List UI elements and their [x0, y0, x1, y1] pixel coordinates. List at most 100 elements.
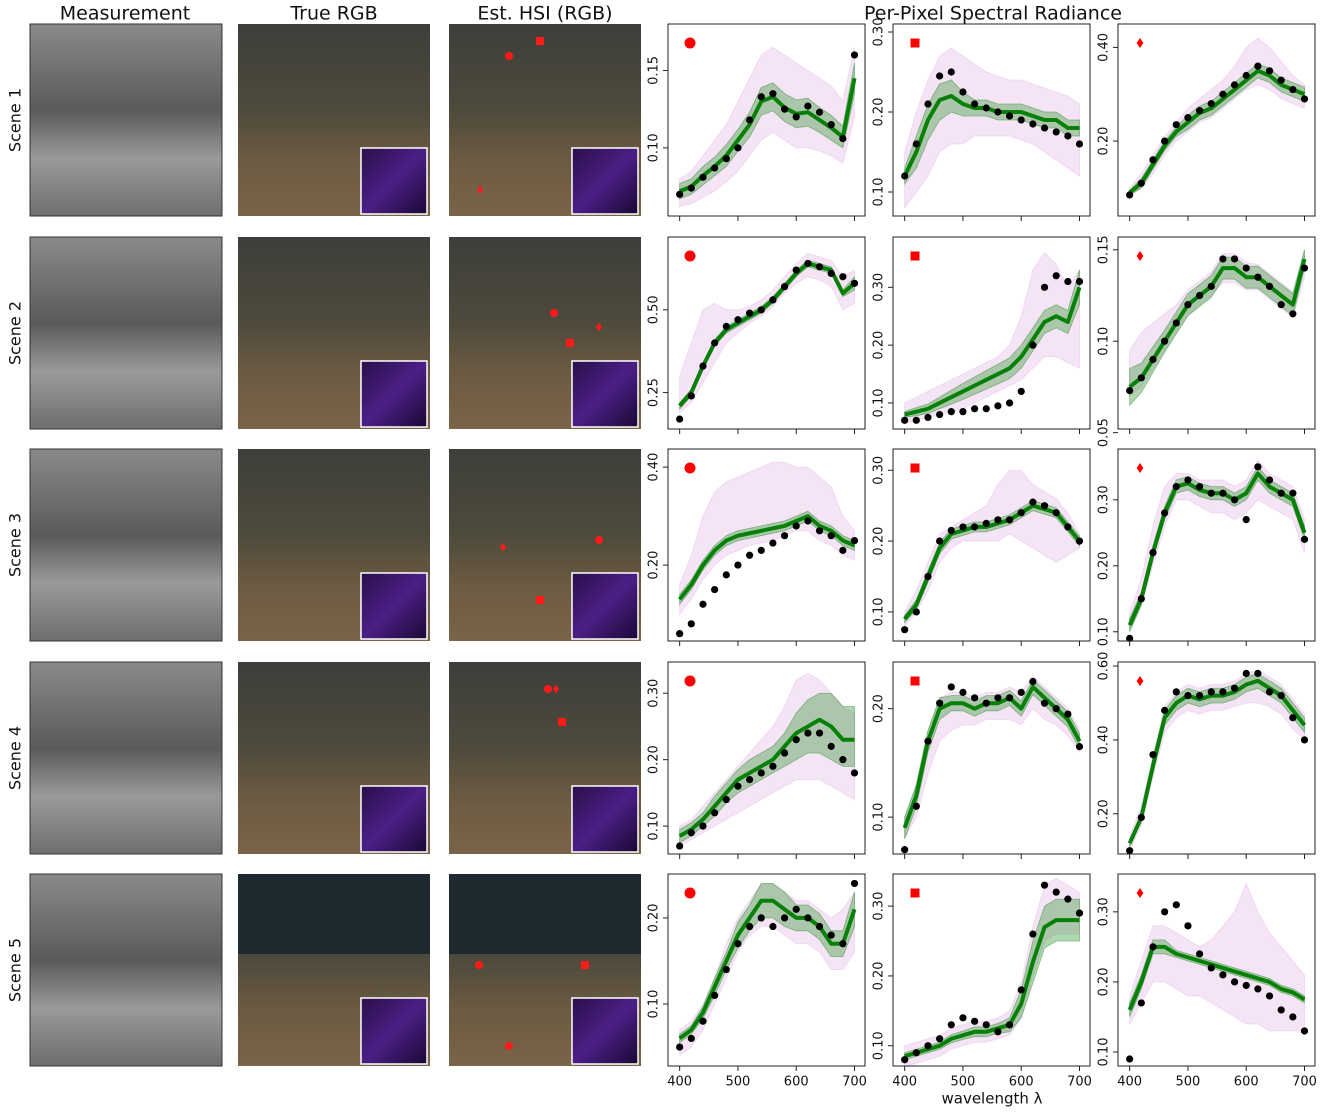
measured-point: [793, 906, 800, 913]
y-tick-label: 0.10: [647, 133, 662, 162]
measured-point: [769, 923, 776, 930]
measured-point: [1301, 95, 1308, 102]
pixel-marker-key: [911, 252, 920, 261]
error-inset: [361, 786, 427, 852]
measured-point: [1053, 889, 1060, 896]
plot-frame: [1118, 449, 1315, 641]
measured-point: [1243, 264, 1250, 271]
measured-point: [913, 803, 920, 810]
measured-point: [1126, 847, 1133, 854]
measured-point: [959, 88, 966, 95]
measured-point: [1173, 688, 1180, 695]
measured-point: [734, 783, 741, 790]
measured-point: [711, 164, 718, 171]
y-tick-label: 0.20: [872, 527, 887, 556]
measured-point: [1278, 692, 1285, 699]
x-tick-label: 600: [784, 1075, 809, 1090]
measured-point: [781, 283, 788, 290]
pixel-marker-key: [1137, 888, 1144, 898]
measured-point: [1006, 516, 1013, 523]
measured-point: [1029, 930, 1036, 937]
measured-point: [746, 552, 753, 559]
measured-point: [758, 306, 765, 313]
y-tick-label: 0.20: [647, 903, 662, 932]
measured-point: [699, 1018, 706, 1025]
image-sky: [238, 874, 430, 954]
measured-point: [1076, 140, 1083, 147]
pixel-marker: [558, 718, 566, 726]
measured-point: [971, 523, 978, 530]
measured-point: [913, 417, 920, 424]
measured-point: [983, 1021, 990, 1028]
measured-point: [1254, 985, 1261, 992]
measured-point: [1196, 483, 1203, 490]
x-tick-label: 700: [1067, 1075, 1092, 1090]
measured-point: [699, 363, 706, 370]
pixel-marker-key: [1137, 38, 1144, 48]
measured-point: [994, 1028, 1001, 1035]
measured-point: [1173, 483, 1180, 490]
measured-point: [1138, 814, 1145, 821]
measured-point: [1301, 1027, 1308, 1034]
pixel-marker: [595, 536, 603, 544]
y-tick-label: 0.10: [647, 812, 662, 841]
measured-point: [1076, 278, 1083, 285]
measured-point: [948, 527, 955, 534]
pixel-marker-key: [685, 38, 696, 49]
measured-point: [1161, 908, 1168, 915]
measured-point: [1138, 595, 1145, 602]
measured-point: [839, 940, 846, 947]
measured-point: [1266, 67, 1273, 74]
pixel-marker-key: [911, 39, 920, 48]
y-tick-label: 0.15: [647, 56, 662, 85]
measured-point: [1243, 72, 1250, 79]
y-tick-label: 0.20: [872, 331, 887, 360]
x-tick-label: 400: [1117, 1075, 1142, 1090]
measured-point: [1208, 964, 1215, 971]
pixel-marker-key: [685, 888, 696, 899]
measured-point: [839, 135, 846, 142]
measured-point: [816, 263, 823, 270]
y-tick-label: 0.15: [1097, 235, 1112, 264]
measured-point: [1006, 694, 1013, 701]
measured-point: [1138, 999, 1145, 1006]
row-label: Scene 2: [6, 301, 25, 365]
measured-point: [1243, 982, 1250, 989]
measured-point: [816, 109, 823, 116]
error-inset: [361, 361, 427, 427]
measured-point: [1161, 338, 1168, 345]
measured-point: [1301, 264, 1308, 271]
measured-point: [1076, 743, 1083, 750]
measured-point: [1184, 114, 1191, 121]
pixel-marker: [536, 596, 544, 604]
measured-point: [1041, 882, 1048, 889]
measured-point: [688, 1035, 695, 1042]
measured-point: [851, 280, 858, 287]
measured-point: [901, 172, 908, 179]
measured-point: [1161, 137, 1168, 144]
figure: MeasurementTrue RGBEst. HSI (RGB)Per-Pix…: [0, 0, 1325, 1114]
measured-point: [804, 102, 811, 109]
y-tick-label: 0.20: [1097, 967, 1112, 996]
measured-point: [851, 537, 858, 544]
image-sky: [449, 874, 641, 954]
measured-point: [758, 547, 765, 554]
measured-point: [1041, 700, 1048, 707]
y-tick-label: 0.10: [872, 388, 887, 417]
measured-point: [1053, 128, 1060, 135]
measured-point: [781, 106, 788, 113]
column-title: True RGB: [289, 3, 377, 25]
measured-point: [828, 532, 835, 539]
measured-point: [994, 694, 1001, 701]
measured-point: [959, 408, 966, 415]
measured-point: [1208, 283, 1215, 290]
error-inset: [361, 148, 427, 214]
measured-point: [1254, 274, 1261, 281]
measured-point: [936, 72, 943, 79]
y-tick-label: 0.10: [872, 178, 887, 207]
measured-point: [816, 729, 823, 736]
pixel-marker: [566, 339, 574, 347]
measured-point: [769, 763, 776, 770]
error-inset: [361, 573, 427, 639]
measured-point: [1266, 992, 1273, 999]
